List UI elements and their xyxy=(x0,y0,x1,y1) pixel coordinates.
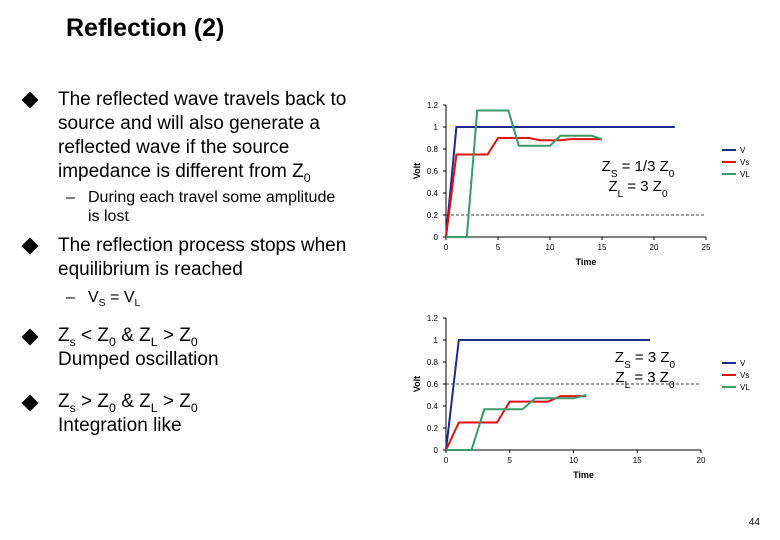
y-tick-label: 0.4 xyxy=(427,402,439,411)
x-tick-label: 5 xyxy=(508,456,513,465)
series-v-line xyxy=(445,339,650,451)
chart-reflection-2: 0 0.2 0.4 0.6 0.8 1 1.2 0 5 10 15 20 Time Volt ZS = 3 … xyxy=(412,314,762,480)
series-vl-line xyxy=(446,394,587,451)
page-number: 44 xyxy=(748,517,760,528)
chart-reflection-1: 0 0.2 0.4 0.6 0.8 1 1.2 0 5 10 15 20 25 Time Volt ZS = … xyxy=(412,101,762,267)
y-tick-label: 0 xyxy=(434,233,439,242)
series-vs-line xyxy=(445,395,587,451)
vs-sub: S xyxy=(98,298,106,310)
y-tick-label: 0.6 xyxy=(427,167,439,176)
series-v-line xyxy=(445,126,675,238)
bullet-3-text: Zs < Z0 & ZL > Z0 Dumped oscillation xyxy=(58,325,219,370)
x-tick-label: 0 xyxy=(444,243,449,252)
legend-v-label: V xyxy=(740,146,746,155)
y-tick-label: 0.2 xyxy=(427,424,439,433)
bullet-1-subscript: 0 xyxy=(303,170,311,185)
bullet-1-sub-line1: During each travel some amplitude xyxy=(88,189,336,206)
bullet-diamond-icon xyxy=(21,394,39,412)
bullet-4-text: Zs > Z0 & ZL > Z0 Integration like xyxy=(58,391,198,436)
bullet-4-line2: Integration like xyxy=(58,415,182,436)
legend-vs-label: Vs xyxy=(740,371,749,380)
y-tick-label: 1.2 xyxy=(427,314,439,323)
vl-sub: L xyxy=(134,298,141,310)
annotation-zl: ZL = 3 Z0 xyxy=(615,369,675,391)
x-tick-label: 5 xyxy=(496,243,501,252)
x-tick-label: 25 xyxy=(702,243,711,252)
bullet-1-body: The reflected wave travels back to sourc… xyxy=(58,89,347,182)
legend-v-label: V xyxy=(740,359,746,368)
x-axis-label: Time xyxy=(576,257,597,267)
legend-vl-label: VL xyxy=(740,170,750,179)
y-axis-label: Volt xyxy=(412,376,422,392)
y-axis-label: Volt xyxy=(412,163,422,179)
legend-vl-label: VL xyxy=(740,383,750,392)
x-tick-label: 20 xyxy=(697,456,706,465)
x-tick-label: 20 xyxy=(650,243,659,252)
bullet-1-sub: – During each travel some amplitude is lo… xyxy=(66,188,335,226)
bullet-1-text: The reflected wave travels back to sourc… xyxy=(58,88,378,184)
y-tick-label: 0 xyxy=(434,446,439,455)
vs-eq: = V xyxy=(105,289,135,306)
dash-glyph: – xyxy=(66,289,75,306)
dash-glyph: – xyxy=(66,189,75,206)
x-tick-label: 10 xyxy=(546,243,555,252)
y-tick-label: 0.6 xyxy=(427,380,439,389)
bullet-diamond-icon xyxy=(21,91,39,109)
series-vl-line xyxy=(446,109,603,238)
y-tick-label: 0.2 xyxy=(427,211,439,220)
vs-v: V xyxy=(88,289,99,306)
y-tick-label: 1.2 xyxy=(427,101,439,110)
x-axis-label: Time xyxy=(573,470,594,480)
y-tick-label: 0.8 xyxy=(427,145,439,154)
bullet-diamond-icon xyxy=(21,328,39,346)
bullet-3-line2: Dumped oscillation xyxy=(58,349,219,370)
bullet-2-sub: – VS = VL xyxy=(66,288,141,310)
y-tick-label: 1 xyxy=(434,123,439,132)
y-tick-label: 0.8 xyxy=(427,358,439,367)
x-tick-label: 15 xyxy=(633,456,642,465)
slide-title: Reflection (2) xyxy=(66,14,225,42)
bullet-1-sub-line2: is lost xyxy=(88,208,129,225)
bullet-2-text: The reflection process stops when equili… xyxy=(58,235,347,280)
x-tick-label: 0 xyxy=(444,456,449,465)
annotation-zs: ZS = 3 Z0 xyxy=(615,349,676,371)
bullet-diamond-icon xyxy=(21,237,39,255)
series-vs-line xyxy=(445,137,602,238)
legend-vs-label: Vs xyxy=(740,158,749,167)
annotation-zl: ZL = 3 Z0 xyxy=(608,178,668,200)
y-tick-label: 1 xyxy=(434,336,439,345)
annotation-zs: ZS = 1/3 Z0 xyxy=(602,158,675,180)
y-tick-label: 0.4 xyxy=(427,189,439,198)
x-tick-label: 15 xyxy=(598,243,607,252)
x-tick-label: 10 xyxy=(569,456,578,465)
